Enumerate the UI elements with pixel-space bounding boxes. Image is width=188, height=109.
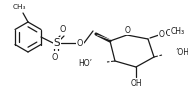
Text: O: O <box>77 38 83 48</box>
Text: O: O <box>52 53 58 61</box>
Text: CH₃: CH₃ <box>171 26 185 36</box>
Text: S: S <box>54 38 60 48</box>
Text: OH: OH <box>130 79 142 89</box>
Text: O: O <box>125 26 131 35</box>
Text: CH₃: CH₃ <box>12 4 26 10</box>
Text: OCH₃: OCH₃ <box>161 28 181 37</box>
Text: HO’: HO’ <box>78 60 92 68</box>
Text: O: O <box>159 30 165 38</box>
Text: O: O <box>60 25 66 33</box>
Text: ’OH: ’OH <box>175 48 188 56</box>
